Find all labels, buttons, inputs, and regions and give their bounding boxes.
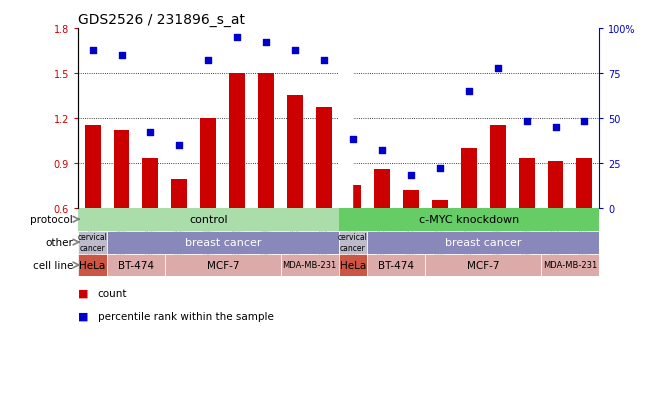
Bar [229,74,245,208]
Text: cervical
cancer: cervical cancer [77,233,107,252]
Point [579,119,590,126]
Bar [490,126,506,208]
Bar [171,180,187,208]
Bar [432,201,448,208]
Bar [316,108,332,208]
Text: MDA-MB-231: MDA-MB-231 [283,261,337,270]
Bar [78,254,107,277]
Point [406,173,416,179]
Point [492,65,503,72]
Bar [78,231,107,254]
Bar [85,126,100,208]
Point [203,58,214,64]
Text: MCF-7: MCF-7 [206,260,239,270]
Bar [339,208,599,231]
Text: MCF-7: MCF-7 [467,260,499,270]
Point [319,58,329,64]
Bar [425,254,541,277]
Point [377,147,387,154]
Text: BT-474: BT-474 [378,260,415,270]
Bar [367,231,599,254]
Text: ■: ■ [78,311,89,321]
Bar [258,74,274,208]
Point [348,137,358,143]
Point [232,35,242,41]
Point [117,52,127,59]
Text: protocol: protocol [30,215,73,225]
Bar [461,148,477,208]
Bar [577,159,592,208]
Bar [281,254,339,277]
Point [435,166,445,172]
Bar [541,254,599,277]
Bar [519,159,534,208]
Point [174,142,185,149]
Text: count: count [98,288,127,298]
Text: HeLa: HeLa [340,260,366,270]
Bar [143,159,158,208]
Bar [374,169,390,208]
Text: HeLa: HeLa [79,260,105,270]
Bar [107,231,339,254]
Text: other: other [45,237,73,247]
Bar [113,131,130,208]
Text: c-MYC knockdown: c-MYC knockdown [419,215,519,225]
Bar [339,254,367,277]
Bar [547,162,564,208]
Text: breast cancer: breast cancer [184,237,261,247]
Text: GDS2526 / 231896_s_at: GDS2526 / 231896_s_at [78,12,245,26]
Point [145,130,156,136]
Point [87,47,98,54]
Bar [339,231,367,254]
Point [521,119,532,126]
Text: breast cancer: breast cancer [445,237,521,247]
Text: percentile rank within the sample: percentile rank within the sample [98,311,273,321]
Bar [345,186,361,208]
Text: BT-474: BT-474 [118,260,154,270]
Point [290,47,300,54]
Point [464,88,474,95]
Bar [339,29,352,208]
Bar [201,119,216,208]
Text: cervical
cancer: cervical cancer [338,233,368,252]
Bar [287,96,303,208]
Bar [367,254,425,277]
Text: MDA-MB-231: MDA-MB-231 [543,261,597,270]
Point [550,124,561,131]
Bar [403,190,419,208]
Text: control: control [189,215,228,225]
Point [261,40,271,47]
Bar [107,254,165,277]
Bar [165,254,281,277]
Bar [78,208,339,231]
Text: cell line: cell line [33,260,73,270]
Text: ■: ■ [78,288,89,298]
